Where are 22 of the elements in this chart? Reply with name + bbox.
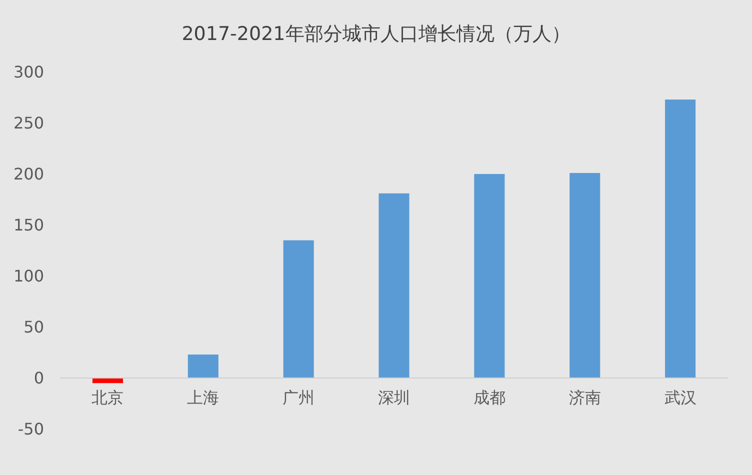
y-tick-label: 50: [24, 318, 44, 337]
y-tick-label: 0: [34, 368, 44, 388]
y-tick-label: 300: [13, 62, 44, 82]
bar: [283, 240, 314, 378]
bar: [474, 174, 505, 378]
x-tick-label: 广州: [282, 388, 315, 407]
bar: [570, 172, 600, 378]
x-tick-label: 济南: [568, 388, 601, 407]
y-tick-label: 200: [13, 164, 44, 184]
y-tick-label: 250: [13, 114, 44, 133]
bar: [665, 100, 696, 378]
x-tick-label: 北京: [92, 388, 124, 407]
y-tick-label: 100: [13, 266, 44, 286]
bar: [188, 354, 218, 378]
x-tick-label: 上海: [187, 388, 220, 407]
y-tick-label: -50: [18, 420, 44, 439]
y-tick-label: 150: [13, 216, 44, 235]
bar: [378, 193, 410, 378]
x-tick-label: 深圳: [378, 388, 410, 407]
chart-title: 2017-2021年部分城市人口增长情况（万人）: [182, 23, 570, 45]
x-tick-label: 武汉: [664, 388, 696, 407]
x-tick-label: 成都: [473, 388, 506, 407]
